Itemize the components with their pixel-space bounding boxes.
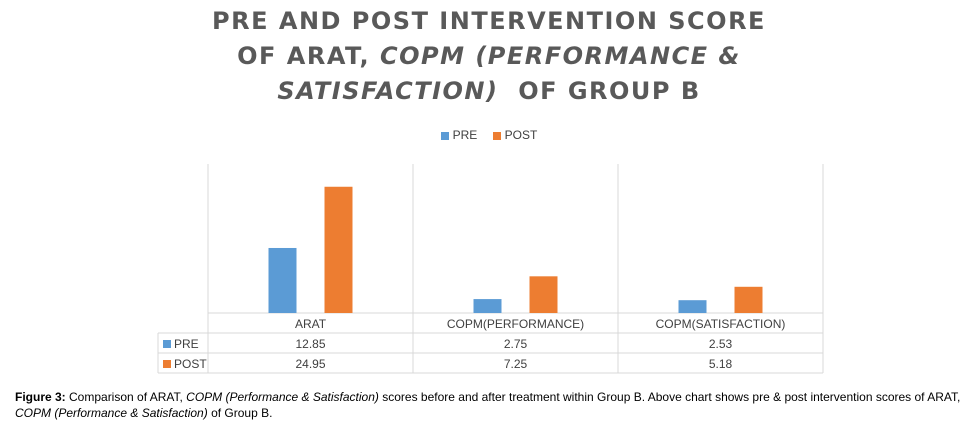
legend-label-post: POST (504, 127, 538, 142)
table-value-post-3: 5.18 (709, 357, 733, 371)
table-value-pre-3: 2.53 (709, 337, 733, 351)
chart-plot: ARAT COPM(PERFORMANCE) COPM(SATISFACTION) P… (157, 164, 824, 374)
title-line-2a: OF ARAT, (237, 42, 380, 70)
bar-pre-3 (678, 300, 707, 313)
category-label-3: COPM(SATISFACTION) (656, 317, 786, 331)
title-line-3b: OF GROUP B (498, 77, 701, 105)
title-line-3: SATISFACTION) OF GROUP B (0, 74, 978, 109)
table-row-label-post: POST (174, 357, 207, 371)
title-line-3a: SATISFACTION) (277, 77, 499, 105)
caption-text-4: COPM (Performance & Satisfaction) (15, 406, 208, 420)
legend-swatch-pre (440, 131, 449, 140)
chart-title: PRE AND POST INTERVENTION SCORE OF ARAT,… (0, 4, 978, 109)
caption-label: Figure 3: (15, 390, 66, 404)
figure-caption: Figure 3: Comparison of ARAT, COPM (Perf… (15, 389, 970, 421)
bar-post-2 (529, 276, 558, 313)
category-label-2: COPM(PERFORMANCE) (447, 317, 584, 331)
caption-text-2: COPM (Performance & Satisfaction) (186, 390, 379, 404)
bar-post-1 (324, 186, 353, 313)
table-swatch-pre (163, 340, 171, 348)
legend-label-pre: PRE (452, 127, 478, 142)
title-line-1: PRE AND POST INTERVENTION SCORE (212, 7, 766, 35)
category-label-1: ARAT (295, 317, 327, 331)
table-value-post-2: 7.25 (504, 357, 528, 371)
bar-pre-1 (268, 247, 297, 313)
table-value-post-1: 24.95 (295, 357, 325, 371)
table-row-label-pre: PRE (174, 337, 199, 351)
caption-text-3: scores before and after treatment within… (378, 390, 961, 404)
caption-text-5: of Group B. (207, 406, 273, 420)
bar-post-3 (734, 286, 763, 313)
title-line-2: OF ARAT, COPM (PERFORMANCE & (0, 39, 978, 74)
legend-swatch-post (492, 131, 501, 140)
legend: PRE POST (0, 127, 978, 142)
table-value-pre-2: 2.75 (504, 337, 528, 351)
title-line-2b: COPM (PERFORMANCE & (379, 42, 741, 70)
legend-item-post: POST (492, 127, 538, 142)
legend-item-pre: PRE (440, 127, 478, 142)
table-swatch-post (163, 360, 171, 368)
caption-text-1: Comparison of ARAT, (65, 390, 187, 404)
table-value-pre-1: 12.85 (295, 337, 325, 351)
bar-pre-2 (473, 299, 502, 313)
